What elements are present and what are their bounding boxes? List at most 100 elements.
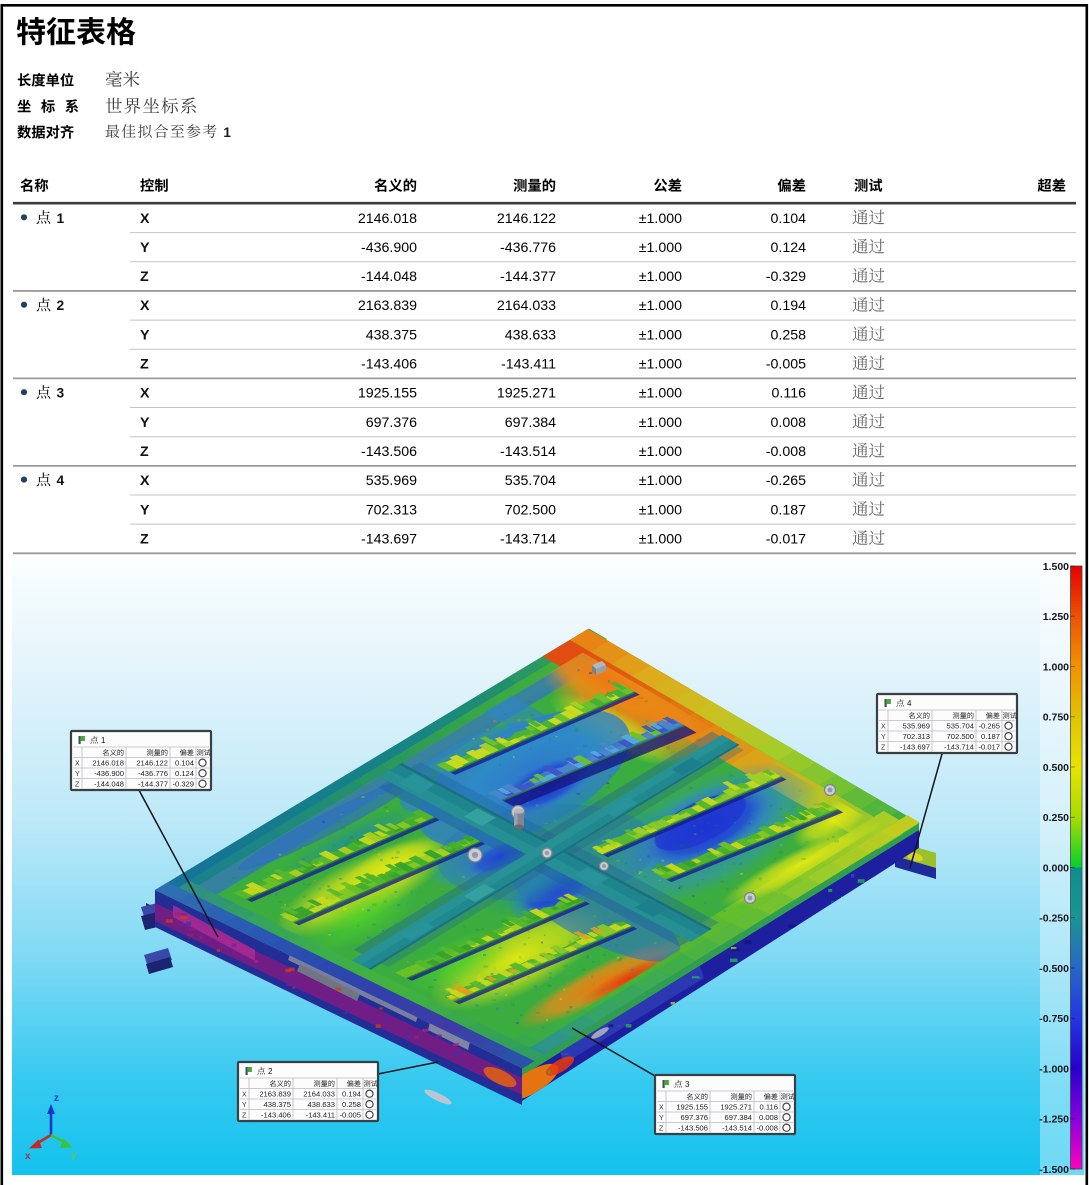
svg-text:X: X: [242, 1092, 247, 1099]
svg-text:-144.048: -144.048: [94, 780, 124, 789]
svg-text:0.194: 0.194: [770, 298, 806, 314]
svg-text:±1.000: ±1.000: [639, 211, 682, 227]
svg-text:Z: Z: [659, 1126, 664, 1133]
svg-text:-143.506: -143.506: [361, 444, 417, 460]
svg-text:x: x: [25, 1151, 31, 1162]
svg-text:-0.250: -0.250: [1039, 913, 1069, 925]
svg-text:535.704: 535.704: [505, 473, 556, 489]
svg-text:2164.033: 2164.033: [497, 298, 556, 314]
svg-text:Z: Z: [140, 269, 149, 285]
svg-text:0.500: 0.500: [1043, 762, 1069, 774]
svg-text:-143.714: -143.714: [500, 531, 556, 547]
svg-text:-1.000: -1.000: [1039, 1063, 1069, 1075]
svg-text:-143.406: -143.406: [261, 1111, 291, 1120]
svg-text:±1.000: ±1.000: [639, 240, 682, 256]
svg-text:-143.406: -143.406: [361, 357, 417, 373]
svg-text:0.104: 0.104: [770, 211, 806, 227]
svg-text:0.258: 0.258: [342, 1100, 361, 1109]
svg-text:X: X: [75, 761, 80, 768]
svg-text:Y: Y: [881, 734, 886, 741]
svg-text:±1.000: ±1.000: [639, 327, 682, 343]
svg-text:-0.017: -0.017: [766, 531, 806, 547]
svg-text:Y: Y: [140, 502, 150, 518]
svg-text:1.250: 1.250: [1043, 611, 1069, 623]
svg-text:4: 4: [907, 699, 912, 708]
svg-text:-143.714: -143.714: [944, 743, 974, 752]
svg-text:Y: Y: [140, 240, 150, 256]
svg-text:-0.017: -0.017: [978, 743, 1000, 752]
svg-text:0.104: 0.104: [175, 759, 194, 768]
svg-text:438.375: 438.375: [264, 1100, 291, 1109]
svg-text:Z: Z: [140, 357, 149, 373]
svg-text:535.704: 535.704: [947, 722, 974, 731]
svg-text:-144.048: -144.048: [361, 269, 417, 285]
svg-text:2164.033: 2164.033: [303, 1090, 335, 1099]
svg-text:-436.776: -436.776: [500, 240, 556, 256]
svg-text:-0.329: -0.329: [766, 269, 806, 285]
svg-text:-144.377: -144.377: [500, 269, 556, 285]
svg-text:-0.008: -0.008: [756, 1124, 778, 1133]
svg-text:-436.900: -436.900: [94, 769, 124, 778]
svg-text:0.008: 0.008: [759, 1113, 778, 1122]
svg-text:2146.018: 2146.018: [358, 211, 417, 227]
svg-text:3: 3: [685, 1080, 690, 1089]
svg-text:702.313: 702.313: [366, 502, 417, 518]
svg-text:-0.005: -0.005: [339, 1111, 361, 1120]
svg-text:1925.155: 1925.155: [358, 386, 417, 402]
svg-text:-0.750: -0.750: [1039, 1013, 1069, 1025]
svg-text:-0.329: -0.329: [172, 780, 194, 789]
svg-text:0.258: 0.258: [770, 327, 806, 343]
svg-text:2: 2: [57, 298, 65, 313]
svg-text:0.124: 0.124: [770, 240, 806, 256]
svg-text:702.500: 702.500: [947, 732, 974, 741]
svg-text:3: 3: [57, 386, 65, 401]
svg-text:±1.000: ±1.000: [639, 415, 682, 431]
svg-text:Z: Z: [140, 444, 149, 460]
svg-text:-1.500: -1.500: [1039, 1164, 1069, 1176]
svg-text:±1.000: ±1.000: [639, 357, 682, 373]
svg-text:2163.839: 2163.839: [358, 298, 417, 314]
svg-text:-0.265: -0.265: [766, 473, 806, 489]
svg-text:-143.506: -143.506: [678, 1124, 708, 1133]
svg-text:Z: Z: [75, 782, 80, 789]
svg-text:±1.000: ±1.000: [639, 298, 682, 314]
svg-text:2146.018: 2146.018: [92, 759, 124, 768]
svg-text:-0.008: -0.008: [766, 444, 806, 460]
svg-text:702.500: 702.500: [505, 502, 556, 518]
svg-text:697.384: 697.384: [725, 1113, 752, 1122]
svg-text:697.384: 697.384: [505, 415, 556, 431]
svg-text:y: y: [71, 1150, 77, 1161]
svg-text:535.969: 535.969: [903, 722, 930, 731]
svg-text:Z: Z: [140, 531, 149, 547]
svg-text:438.375: 438.375: [366, 327, 417, 343]
svg-text:1.500: 1.500: [1043, 561, 1069, 573]
svg-text:±1.000: ±1.000: [639, 386, 682, 402]
svg-text:0.250: 0.250: [1043, 812, 1069, 824]
svg-text:-143.514: -143.514: [722, 1124, 752, 1133]
svg-text:±1.000: ±1.000: [639, 531, 682, 547]
svg-text:±1.000: ±1.000: [639, 444, 682, 460]
svg-text:X: X: [659, 1105, 664, 1112]
svg-text:X: X: [140, 473, 150, 489]
svg-text:0.124: 0.124: [175, 769, 194, 778]
svg-text:1.000: 1.000: [1043, 661, 1069, 673]
svg-text:1: 1: [57, 211, 65, 226]
svg-text:1925.271: 1925.271: [497, 386, 556, 402]
svg-text:Y: Y: [140, 415, 150, 431]
svg-text:0.116: 0.116: [772, 386, 807, 402]
svg-text:438.633: 438.633: [308, 1100, 335, 1109]
svg-text:-144.377: -144.377: [138, 780, 168, 789]
svg-text:Y: Y: [75, 771, 80, 778]
svg-text:0.116: 0.116: [760, 1103, 778, 1112]
svg-text:1925.271: 1925.271: [720, 1103, 752, 1112]
svg-text:z: z: [54, 1093, 59, 1104]
svg-text:-143.411: -143.411: [501, 357, 556, 373]
svg-text:2146.122: 2146.122: [497, 211, 556, 227]
svg-text:Y: Y: [140, 327, 150, 343]
svg-text:0.194: 0.194: [342, 1090, 361, 1099]
svg-text:0.187: 0.187: [770, 502, 806, 518]
svg-text:Y: Y: [242, 1102, 247, 1109]
svg-text:±1.000: ±1.000: [639, 473, 682, 489]
svg-text:Y: Y: [659, 1115, 664, 1122]
svg-text:-436.776: -436.776: [138, 769, 168, 778]
